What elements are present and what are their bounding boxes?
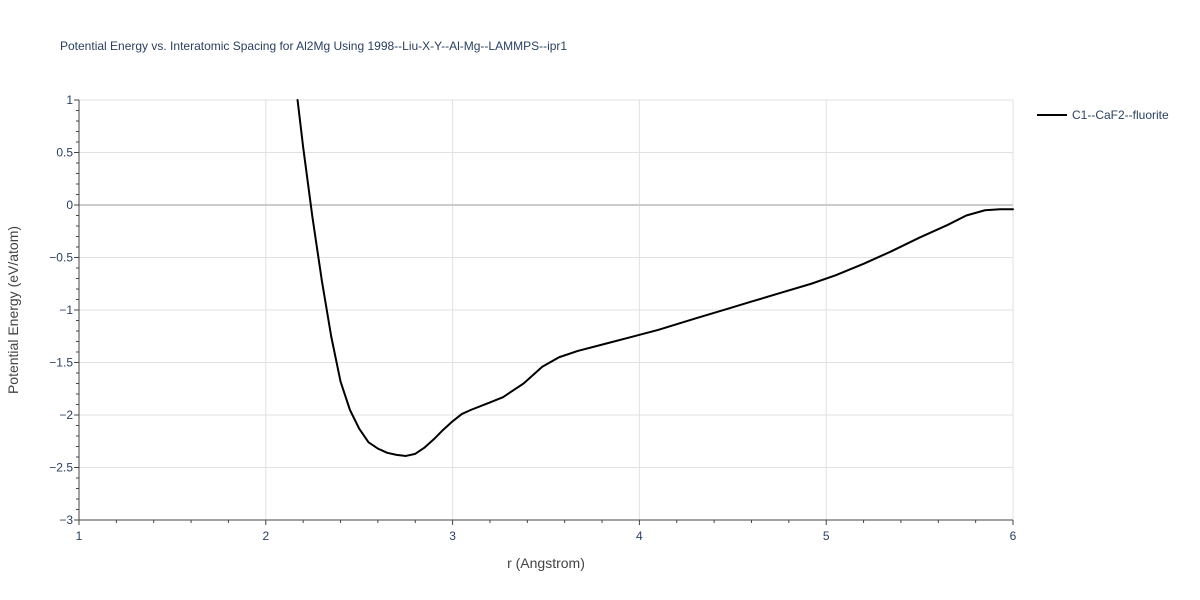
y-tick-label: 0 xyxy=(66,198,73,212)
x-axis: 1 2 3 4 5 6 xyxy=(76,519,1017,543)
legend[interactable]: C1--CaF2--fluorite xyxy=(1037,108,1169,122)
series-line-0 xyxy=(296,99,1014,457)
y-gridlines xyxy=(79,99,1013,468)
y-tick-label: −3 xyxy=(59,513,73,527)
x-tick-label: 3 xyxy=(449,529,456,543)
y-tick-label: −1.5 xyxy=(49,356,73,370)
legend-label: C1--CaF2--fluorite xyxy=(1072,108,1169,122)
y-axis-title: Potential Energy (eV/atom) xyxy=(5,226,21,394)
x-tick-label: 2 xyxy=(262,529,269,543)
y-tick-label: −2 xyxy=(59,408,73,422)
plot-series xyxy=(296,99,1014,457)
y-axis: 1 0.5 0 −0.5 −1 −1.5 −2 −2.5 −3 xyxy=(49,93,80,527)
x-tick-label: 4 xyxy=(636,529,643,543)
y-tick-label: −0.5 xyxy=(49,251,73,265)
y-tick-label: −1 xyxy=(59,303,73,317)
y-tick-label: 0.5 xyxy=(56,146,73,160)
x-axis-title: r (Angstrom) xyxy=(507,555,585,571)
y-tick-label: 1 xyxy=(66,93,73,107)
y-tick-label: −2.5 xyxy=(49,461,73,475)
x-tick-label: 5 xyxy=(823,529,830,543)
x-tick-label: 6 xyxy=(1010,529,1017,543)
chart-title: Potential Energy vs. Interatomic Spacing… xyxy=(60,39,567,53)
x-tick-label: 1 xyxy=(76,529,83,543)
